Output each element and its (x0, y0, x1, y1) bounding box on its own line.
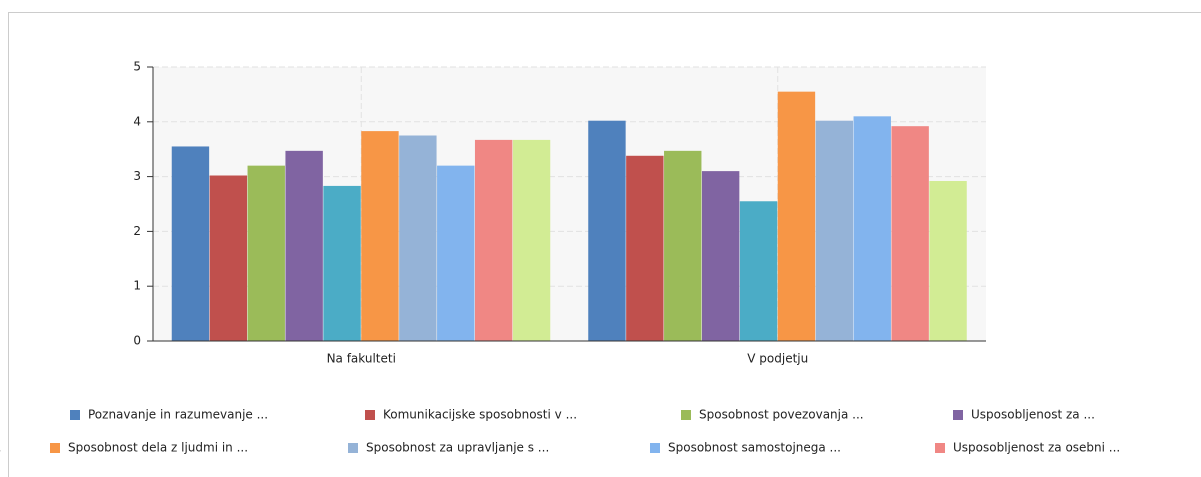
legend-label: Sposobnost za upravljanje s ... (366, 441, 549, 455)
bar (588, 120, 626, 341)
bar (399, 135, 437, 341)
legend-label: Usposobljenost za osebni ... (953, 441, 1120, 455)
bar (209, 175, 248, 341)
bar (512, 139, 551, 341)
y-tick-label: 0 (133, 334, 141, 348)
legend-label: ... (0, 441, 1, 455)
legend-label: Sposobnost dela z ljudmi in ... (68, 441, 248, 455)
bar (361, 131, 399, 341)
bar (701, 171, 740, 341)
legend-label: Komunikacijske sposobnosti v ... (383, 408, 577, 422)
legend-label: Poznavanje in razumevanje ... (88, 408, 268, 422)
bar (777, 91, 816, 341)
bar (891, 126, 929, 342)
bar (929, 180, 967, 341)
legend-swatch (935, 443, 945, 453)
y-tick-label: 2 (133, 224, 141, 238)
bar (437, 165, 475, 341)
legend-swatch (650, 443, 660, 453)
legend-swatch (953, 410, 963, 420)
bar (664, 150, 702, 341)
y-tick-label: 3 (133, 169, 141, 183)
bar (323, 185, 361, 341)
bar (474, 139, 513, 341)
legend-swatch (348, 443, 358, 453)
bar (171, 146, 210, 341)
bar (815, 120, 854, 341)
bar (285, 150, 323, 341)
legend-swatch (681, 410, 691, 420)
legend-swatch (365, 410, 375, 420)
legend-swatch (70, 410, 80, 420)
bar (739, 201, 778, 341)
legend-label: Usposobljenost za ... (971, 408, 1095, 422)
y-tick-label: 5 (133, 60, 141, 74)
legend-swatch (50, 443, 60, 453)
legend-label: Sposobnost povezovanja ... (699, 408, 864, 422)
y-tick-label: 4 (133, 114, 141, 128)
x-tick-label: Na fakulteti (327, 352, 396, 366)
bar (247, 165, 285, 341)
bar (853, 116, 891, 341)
x-tick-label: V podjetju (747, 352, 808, 366)
legend-label: Sposobnost samostojnega ... (668, 441, 841, 455)
bar (626, 155, 664, 341)
y-tick-label: 1 (133, 279, 141, 293)
